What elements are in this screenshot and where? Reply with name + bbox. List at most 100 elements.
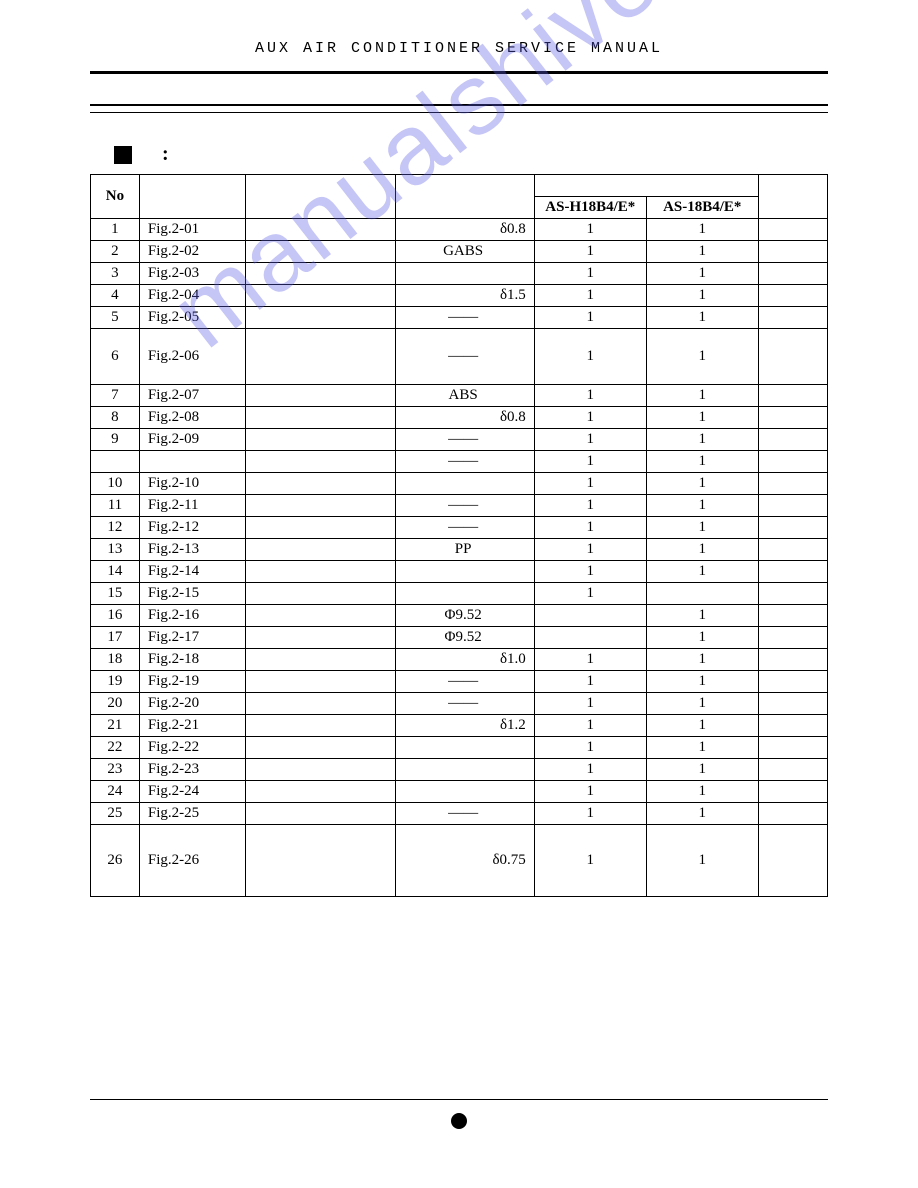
- cell-qty-model2: 1: [646, 693, 758, 715]
- table-row: 19Fig.2-19——11: [91, 671, 828, 693]
- cell-qty-model2: 1: [646, 329, 758, 385]
- cell-qty-model1: 1: [534, 451, 646, 473]
- cell-qty-model2: 1: [646, 539, 758, 561]
- cell-fig: Fig.2-14: [139, 561, 245, 583]
- cell-remark: [758, 219, 827, 241]
- table-row: 9Fig.2-09——11: [91, 429, 828, 451]
- table-row: 10Fig.2-1011: [91, 473, 828, 495]
- col-header-qty-group: [534, 175, 758, 197]
- cell-qty-model1: 1: [534, 539, 646, 561]
- cell-qty-model1: 1: [534, 561, 646, 583]
- table-row: ——11: [91, 451, 828, 473]
- col-header-model2: AS-18B4/E*: [646, 197, 758, 219]
- cell-spec: ——: [396, 429, 534, 451]
- cell-remark: [758, 671, 827, 693]
- cell-spec: [396, 759, 534, 781]
- cell-name: [245, 285, 396, 307]
- table-row: 7Fig.2-07ABS11: [91, 385, 828, 407]
- cell-fig: Fig.2-04: [139, 285, 245, 307]
- cell-fig: Fig.2-05: [139, 307, 245, 329]
- cell-no: 1: [91, 219, 140, 241]
- table-row: 3Fig.2-0311: [91, 263, 828, 285]
- cell-qty-model2: 1: [646, 451, 758, 473]
- cell-qty-model2: 1: [646, 241, 758, 263]
- table-row: 6Fig.2-06——11: [91, 329, 828, 385]
- cell-spec: δ0.8: [396, 219, 534, 241]
- cell-fig: Fig.2-19: [139, 671, 245, 693]
- cell-no: 26: [91, 825, 140, 897]
- cell-fig: Fig.2-25: [139, 803, 245, 825]
- page-number-dot: [451, 1113, 467, 1134]
- cell-remark: [758, 285, 827, 307]
- cell-name: [245, 429, 396, 451]
- cell-name: [245, 517, 396, 539]
- cell-qty-model2: 1: [646, 649, 758, 671]
- cell-qty-model2: 1: [646, 429, 758, 451]
- cell-name: [245, 473, 396, 495]
- cell-qty-model1: 1: [534, 307, 646, 329]
- cell-qty-model2: 1: [646, 385, 758, 407]
- cell-fig: Fig.2-17: [139, 627, 245, 649]
- cell-fig: Fig.2-07: [139, 385, 245, 407]
- section-rule-1: [90, 104, 828, 106]
- cell-remark: [758, 693, 827, 715]
- table-row: 21Fig.2-21δ1.211: [91, 715, 828, 737]
- cell-no: 22: [91, 737, 140, 759]
- cell-name: [245, 307, 396, 329]
- cell-spec: ABS: [396, 385, 534, 407]
- cell-spec: [396, 263, 534, 285]
- cell-remark: [758, 241, 827, 263]
- cell-no: 18: [91, 649, 140, 671]
- table-row: 22Fig.2-2211: [91, 737, 828, 759]
- table-header-row-1: No: [91, 175, 828, 197]
- table-row: 1Fig.2-01δ0.811: [91, 219, 828, 241]
- cell-qty-model1: 1: [534, 583, 646, 605]
- cell-qty-model1: 1: [534, 241, 646, 263]
- cell-spec: δ1.5: [396, 285, 534, 307]
- cell-qty-model1: 1: [534, 385, 646, 407]
- cell-qty-model1: [534, 605, 646, 627]
- cell-no: 2: [91, 241, 140, 263]
- cell-name: [245, 627, 396, 649]
- cell-fig: Fig.2-24: [139, 781, 245, 803]
- cell-fig: Fig.2-16: [139, 605, 245, 627]
- col-header-fig: [139, 175, 245, 219]
- cell-fig: Fig.2-13: [139, 539, 245, 561]
- cell-qty-model1: 1: [534, 693, 646, 715]
- cell-no: 24: [91, 781, 140, 803]
- cell-name: [245, 693, 396, 715]
- cell-no: 7: [91, 385, 140, 407]
- cell-spec: Φ9.52: [396, 605, 534, 627]
- cell-name: [245, 451, 396, 473]
- cell-qty-model2: 1: [646, 263, 758, 285]
- cell-fig: Fig.2-01: [139, 219, 245, 241]
- cell-no: 6: [91, 329, 140, 385]
- table-row: 2Fig.2-02GABS11: [91, 241, 828, 263]
- cell-fig: Fig.2-03: [139, 263, 245, 285]
- table-row: 15Fig.2-151: [91, 583, 828, 605]
- cell-qty-model1: 1: [534, 759, 646, 781]
- cell-spec: [396, 561, 534, 583]
- parts-table: No AS-H18B4/E* AS-18B4/E* 1Fig.2-01δ0.81…: [90, 174, 828, 897]
- table-body: 1Fig.2-01δ0.8112Fig.2-02GABS113Fig.2-031…: [91, 219, 828, 897]
- cell-name: [245, 737, 396, 759]
- cell-qty-model1: 1: [534, 429, 646, 451]
- table-row: 16Fig.2-16Φ9.521: [91, 605, 828, 627]
- cell-spec: [396, 473, 534, 495]
- cell-name: [245, 605, 396, 627]
- black-square-icon: [114, 146, 132, 164]
- cell-no: 15: [91, 583, 140, 605]
- cell-fig: Fig.2-11: [139, 495, 245, 517]
- cell-qty-model1: 1: [534, 219, 646, 241]
- cell-no: 20: [91, 693, 140, 715]
- cell-fig: Fig.2-23: [139, 759, 245, 781]
- cell-fig: [139, 451, 245, 473]
- cell-name: [245, 561, 396, 583]
- cell-name: [245, 781, 396, 803]
- cell-spec: ——: [396, 803, 534, 825]
- section-marker: :: [114, 143, 828, 166]
- cell-qty-model2: 1: [646, 671, 758, 693]
- cell-qty-model2: 1: [646, 307, 758, 329]
- cell-no: 13: [91, 539, 140, 561]
- cell-qty-model2: 1: [646, 517, 758, 539]
